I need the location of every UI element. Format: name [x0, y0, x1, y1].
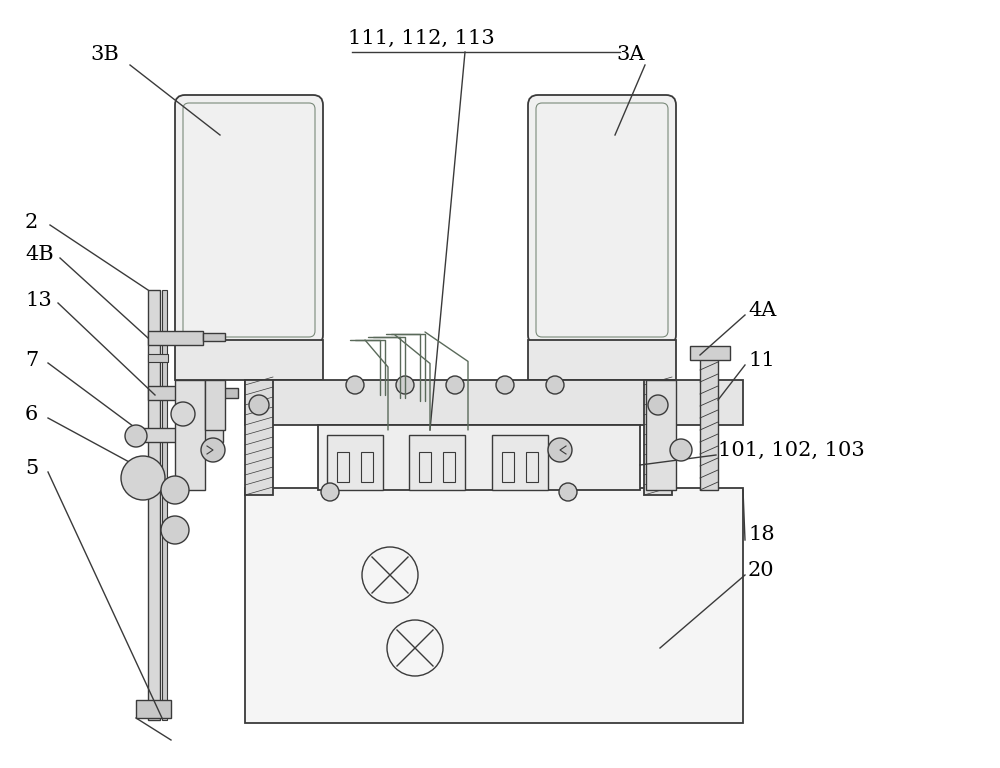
Bar: [245, 380, 273, 495]
Bar: [148, 331, 203, 345]
Bar: [526, 452, 538, 482]
Bar: [646, 380, 676, 490]
Text: 7: 7: [25, 350, 38, 369]
Circle shape: [161, 476, 189, 504]
Bar: [175, 380, 205, 490]
Bar: [245, 488, 743, 723]
Bar: [337, 452, 349, 482]
Bar: [528, 340, 676, 380]
Text: 5: 5: [25, 458, 38, 478]
Bar: [143, 428, 223, 442]
Bar: [318, 425, 640, 490]
Bar: [175, 340, 323, 380]
Circle shape: [670, 439, 692, 461]
Bar: [136, 700, 171, 718]
FancyBboxPatch shape: [175, 95, 323, 345]
Bar: [419, 452, 431, 482]
Text: 3B: 3B: [90, 45, 119, 65]
Bar: [644, 380, 672, 495]
Circle shape: [161, 516, 189, 544]
Circle shape: [396, 376, 414, 394]
Bar: [502, 452, 514, 482]
Circle shape: [346, 376, 364, 394]
Text: 18: 18: [748, 525, 775, 545]
Bar: [220, 388, 238, 398]
Text: 11: 11: [748, 350, 775, 369]
FancyBboxPatch shape: [528, 95, 676, 345]
Text: 6: 6: [25, 406, 38, 425]
Bar: [148, 290, 160, 720]
Text: 101, 102, 103: 101, 102, 103: [718, 441, 865, 459]
Bar: [162, 290, 167, 720]
Text: 3A: 3A: [616, 45, 644, 65]
Bar: [148, 386, 218, 400]
Circle shape: [648, 395, 668, 415]
Text: 13: 13: [25, 290, 52, 310]
Bar: [700, 350, 718, 490]
Circle shape: [446, 376, 464, 394]
Circle shape: [121, 456, 165, 500]
Bar: [205, 380, 225, 430]
Circle shape: [548, 438, 572, 462]
Text: 4B: 4B: [25, 246, 54, 264]
Text: 20: 20: [748, 561, 775, 580]
Circle shape: [496, 376, 514, 394]
Circle shape: [321, 483, 339, 501]
Circle shape: [201, 438, 225, 462]
Bar: [492, 435, 548, 490]
Circle shape: [249, 395, 269, 415]
Text: 111, 112, 113: 111, 112, 113: [348, 28, 495, 48]
Circle shape: [559, 483, 577, 501]
Bar: [203, 333, 225, 341]
Bar: [148, 354, 168, 362]
Circle shape: [125, 425, 147, 447]
Bar: [245, 380, 743, 425]
Text: 2: 2: [25, 213, 38, 231]
Bar: [409, 435, 465, 490]
Circle shape: [171, 402, 195, 426]
Bar: [327, 435, 383, 490]
Circle shape: [546, 376, 564, 394]
Text: 4A: 4A: [748, 300, 776, 319]
Bar: [361, 452, 373, 482]
Bar: [690, 346, 730, 360]
Bar: [443, 452, 455, 482]
